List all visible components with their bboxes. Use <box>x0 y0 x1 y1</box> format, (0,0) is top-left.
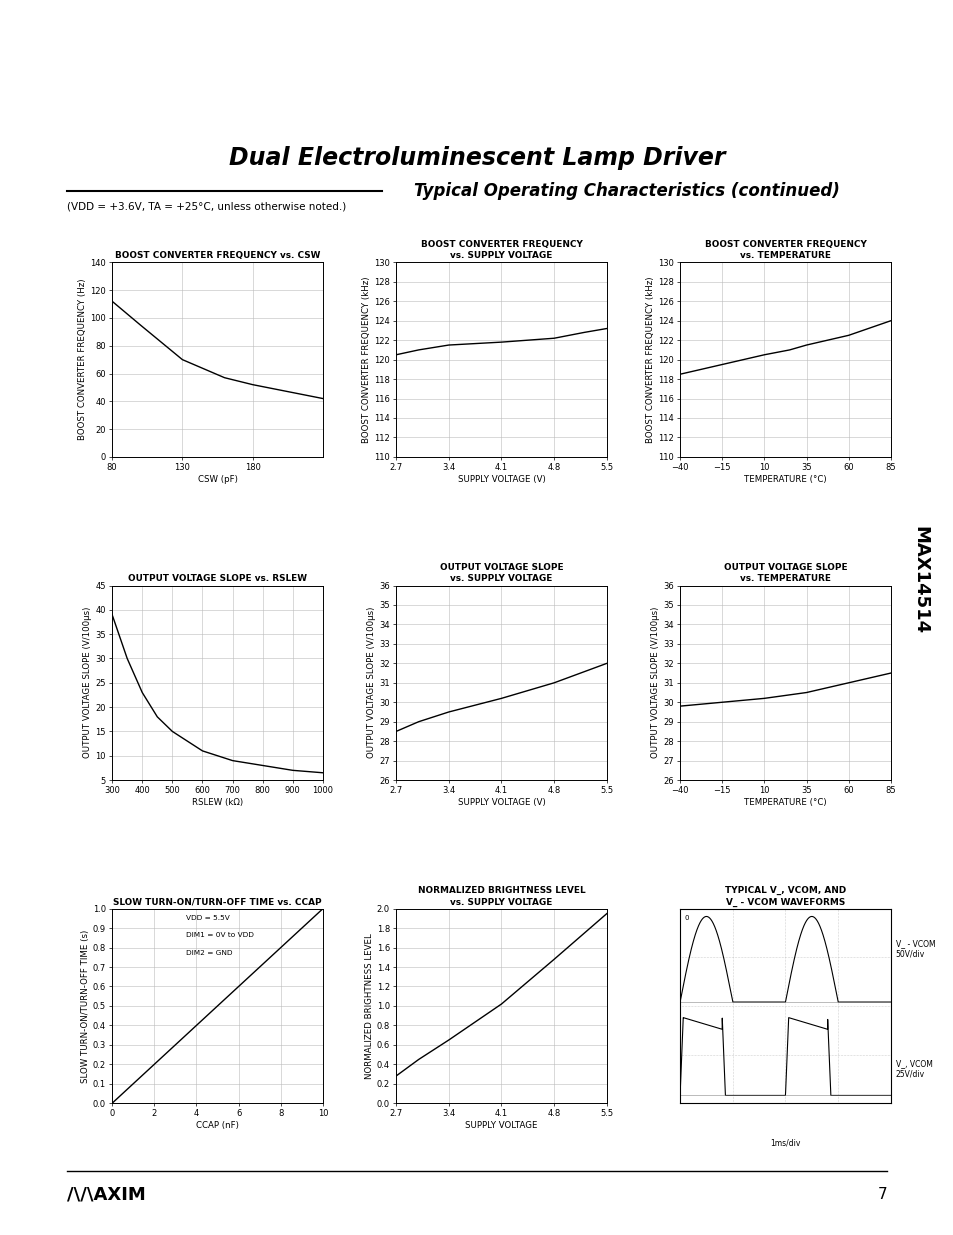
Text: VDD = 5.5V: VDD = 5.5V <box>186 914 230 920</box>
X-axis label: SUPPLY VOLTAGE (V): SUPPLY VOLTAGE (V) <box>457 475 545 484</box>
Title: BOOST CONVERTER FREQUENCY
vs. TEMPERATURE: BOOST CONVERTER FREQUENCY vs. TEMPERATUR… <box>704 240 865 261</box>
Text: 0: 0 <box>683 914 688 920</box>
Y-axis label: BOOST CONVERTER FREQUENCY (kHz): BOOST CONVERTER FREQUENCY (kHz) <box>645 277 655 443</box>
X-axis label: SUPPLY VOLTAGE: SUPPLY VOLTAGE <box>465 1121 537 1130</box>
Text: V_, VCOM
25V/div: V_, VCOM 25V/div <box>895 1060 931 1078</box>
Text: /\/\AXIM: /\/\AXIM <box>67 1186 146 1203</box>
Title: NORMALIZED BRIGHTNESS LEVEL
vs. SUPPLY VOLTAGE: NORMALIZED BRIGHTNESS LEVEL vs. SUPPLY V… <box>417 887 585 906</box>
Text: Dual Electroluminescent Lamp Driver: Dual Electroluminescent Lamp Driver <box>229 146 724 170</box>
Title: BOOST CONVERTER FREQUENCY vs. CSW: BOOST CONVERTER FREQUENCY vs. CSW <box>114 251 320 261</box>
X-axis label: TEMPERATURE (°C): TEMPERATURE (°C) <box>743 475 826 484</box>
X-axis label: CCAP (nF): CCAP (nF) <box>196 1121 238 1130</box>
Title: TYPICAL V_, VCOM, AND
V_ - VCOM WAVEFORMS: TYPICAL V_, VCOM, AND V_ - VCOM WAVEFORM… <box>724 887 845 906</box>
Text: Typical Operating Characteristics (continued): Typical Operating Characteristics (conti… <box>414 183 839 200</box>
Y-axis label: BOOST CONVERTER FREQUENCY (Hz): BOOST CONVERTER FREQUENCY (Hz) <box>78 279 88 441</box>
Y-axis label: OUTPUT VOLTAGE SLOPE (V/100μs): OUTPUT VOLTAGE SLOPE (V/100μs) <box>367 608 375 758</box>
Text: 7: 7 <box>877 1187 886 1202</box>
X-axis label: TEMPERATURE (°C): TEMPERATURE (°C) <box>743 798 826 808</box>
X-axis label: CSW (pF): CSW (pF) <box>197 475 237 484</box>
X-axis label: SUPPLY VOLTAGE (V): SUPPLY VOLTAGE (V) <box>457 798 545 808</box>
Text: MAX14514: MAX14514 <box>911 526 928 635</box>
Y-axis label: BOOST CONVERTER FREQUENCY (kHz): BOOST CONVERTER FREQUENCY (kHz) <box>362 277 371 443</box>
Y-axis label: NORMALIZED BRIGHTNESS LEVEL: NORMALIZED BRIGHTNESS LEVEL <box>364 934 374 1079</box>
Text: DIM1 = 0V to VDD: DIM1 = 0V to VDD <box>186 932 253 939</box>
Title: OUTPUT VOLTAGE SLOPE
vs. SUPPLY VOLTAGE: OUTPUT VOLTAGE SLOPE vs. SUPPLY VOLTAGE <box>439 563 562 583</box>
Text: (VDD = +3.6V, TA = +25°C, unless otherwise noted.): (VDD = +3.6V, TA = +25°C, unless otherwi… <box>67 201 346 211</box>
Y-axis label: OUTPUT VOLTAGE SLOPE (V/100μs): OUTPUT VOLTAGE SLOPE (V/100μs) <box>651 608 659 758</box>
Text: 1ms/div: 1ms/div <box>769 1139 800 1147</box>
Title: OUTPUT VOLTAGE SLOPE vs. RSLEW: OUTPUT VOLTAGE SLOPE vs. RSLEW <box>128 574 307 583</box>
Title: OUTPUT VOLTAGE SLOPE
vs. TEMPERATURE: OUTPUT VOLTAGE SLOPE vs. TEMPERATURE <box>723 563 846 583</box>
Text: DIM2 = GND: DIM2 = GND <box>186 950 233 956</box>
Y-axis label: OUTPUT VOLTAGE SLOPE (V/100μs): OUTPUT VOLTAGE SLOPE (V/100μs) <box>84 608 92 758</box>
Title: SLOW TURN-ON/TURN-OFF TIME vs. CCAP: SLOW TURN-ON/TURN-OFF TIME vs. CCAP <box>113 898 321 906</box>
Title: BOOST CONVERTER FREQUENCY
vs. SUPPLY VOLTAGE: BOOST CONVERTER FREQUENCY vs. SUPPLY VOL… <box>420 240 582 261</box>
X-axis label: RSLEW (kΩ): RSLEW (kΩ) <box>192 798 243 808</box>
Y-axis label: SLOW TURN-ON/TURN-OFF TIME (s): SLOW TURN-ON/TURN-OFF TIME (s) <box>81 929 90 1083</box>
Text: V_ - VCOM
50V/div: V_ - VCOM 50V/div <box>895 939 934 958</box>
